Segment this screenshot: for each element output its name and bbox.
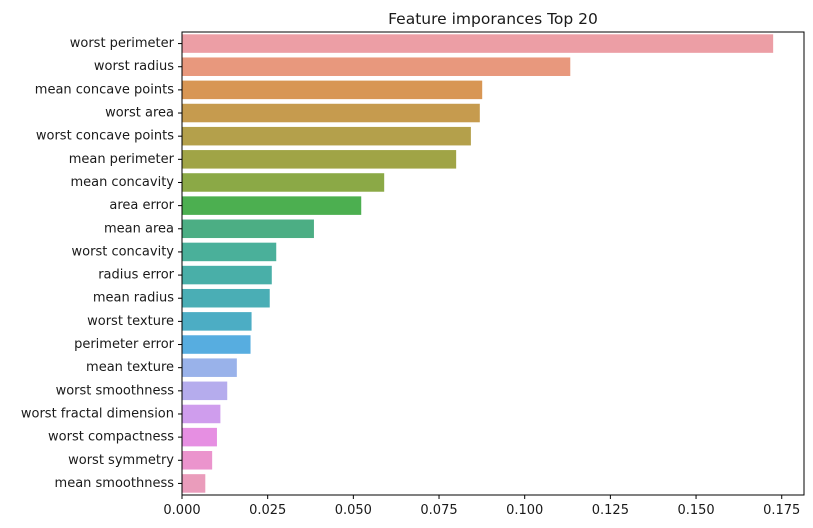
bar — [182, 57, 571, 76]
bar — [182, 80, 483, 100]
bar — [182, 126, 471, 146]
y-tick-label: mean texture — [86, 360, 174, 375]
y-tick-label: worst concave points — [36, 129, 174, 144]
bar — [182, 451, 213, 470]
bar — [182, 265, 272, 285]
y-tick-label: area error — [109, 198, 174, 213]
x-tick-label: 0.175 — [763, 503, 800, 518]
y-tick-label: worst smoothness — [56, 383, 175, 398]
chart-title: Feature imporances Top 20 — [388, 10, 598, 28]
y-tick-label: mean perimeter — [69, 152, 175, 167]
y-tick-label: worst concavity — [72, 244, 175, 259]
y-tick-label: worst perimeter — [70, 36, 175, 51]
y-tick-label: mean concave points — [35, 82, 174, 97]
bar — [182, 242, 277, 262]
bar — [182, 150, 457, 169]
y-tick-label: worst radius — [94, 59, 174, 74]
y-tick-label: mean smoothness — [55, 476, 175, 491]
plot-frame — [181, 31, 805, 496]
y-tick-label: worst fractal dimension — [21, 406, 174, 421]
bar — [182, 404, 221, 424]
x-tick-label: 0.150 — [677, 503, 714, 518]
bar — [182, 427, 217, 447]
bar — [182, 34, 774, 53]
bar — [182, 196, 362, 215]
y-tick-label: radius error — [98, 268, 174, 283]
y-tick-label: worst texture — [87, 314, 174, 329]
x-tick-label: 0.100 — [506, 503, 543, 518]
x-tick-label: 0.125 — [592, 503, 629, 518]
bar — [182, 312, 252, 331]
bar — [182, 288, 270, 308]
y-tick-label: worst area — [105, 106, 174, 121]
x-tick-label: 0.000 — [163, 503, 200, 518]
bar — [182, 173, 385, 192]
y-tick-labels: worst perimeter worst radius mean concave … — [21, 36, 182, 491]
y-tick-label: worst symmetry — [68, 453, 174, 468]
y-tick-label: mean area — [104, 221, 174, 236]
x-tick-label: 0.025 — [249, 503, 286, 518]
bar — [182, 358, 237, 377]
y-tick-label: worst compactness — [48, 430, 174, 445]
y-tick-label: mean concavity — [70, 175, 174, 190]
bar — [182, 381, 228, 401]
y-tick-label: mean radius — [93, 291, 174, 306]
bar — [182, 103, 480, 123]
bar — [182, 474, 206, 493]
bar — [182, 335, 251, 354]
y-tick-label: perimeter error — [74, 337, 175, 352]
x-ticks: 0.000 0.025 0.050 0.075 0.100 0.125 0.150 0.175 — [163, 495, 800, 518]
x-tick-label: 0.075 — [420, 503, 457, 518]
x-tick-label: 0.050 — [335, 503, 372, 518]
bars-group — [182, 34, 774, 493]
bar — [182, 219, 314, 239]
